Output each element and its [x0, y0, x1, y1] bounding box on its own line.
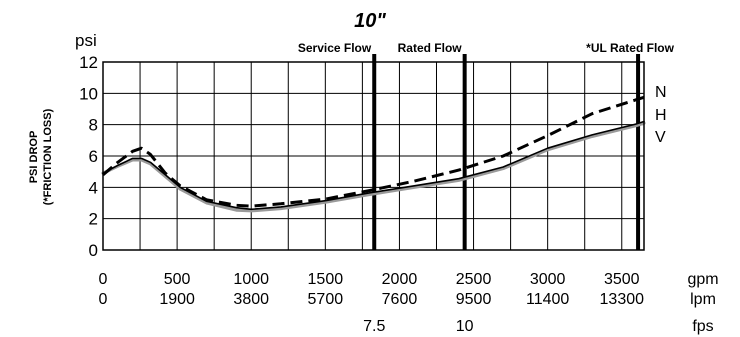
x-tick-label: 1900 — [159, 291, 195, 308]
x-tick-label: 3500 — [604, 271, 640, 288]
flow-markers: Service Flow Rated Flow *UL Rated Flow — [298, 41, 675, 250]
flow-marker-label: Service Flow — [298, 41, 372, 55]
x-tick-label: 9500 — [456, 291, 492, 308]
flow-marker-label: *UL Rated Flow — [586, 41, 674, 55]
x-tick-labels: 0 500 1000 1500 2000 2500 3000 3500 gpm 0 1900 3800… — [99, 271, 719, 335]
y-tick-label: 2 — [89, 210, 98, 229]
x-axis-unit: fps — [692, 318, 713, 335]
plot-frame — [102, 61, 645, 251]
x-tick-label: 3800 — [233, 291, 269, 308]
x-tick-label: 2000 — [382, 271, 418, 288]
y-tick-label: 0 — [89, 241, 98, 260]
flow-marker-label: Rated Flow — [398, 41, 463, 55]
x-tick-label: 1500 — [308, 271, 344, 288]
x-tick-label: 0 — [99, 271, 108, 288]
series-line-n — [102, 95, 645, 208]
x-axis-unit: lpm — [690, 291, 716, 308]
y-tick-label: 12 — [79, 53, 98, 72]
y-tick-label: 6 — [89, 147, 98, 166]
x-tick-label: 2500 — [456, 271, 492, 288]
y-tick-label: 4 — [89, 178, 98, 197]
series-label-h: H — [655, 107, 667, 124]
y-axis-label-line2: (*FRICTION LOSS) — [42, 108, 54, 205]
x-tick-label: 10 — [456, 318, 474, 335]
y-tick-label: 10 — [79, 84, 98, 103]
series-label-v: V — [655, 129, 666, 146]
chart-title: 10" — [354, 10, 386, 32]
x-tick-label: 1000 — [233, 271, 269, 288]
x-axis-unit: gpm — [687, 271, 718, 288]
series-labels: NHV — [655, 84, 667, 146]
series-line-h — [102, 120, 645, 211]
series-line-v — [101, 121, 646, 213]
y-axis-label-line1: PSI DROP — [28, 131, 40, 184]
x-tick-label: 13300 — [600, 291, 645, 308]
y-unit-label: psi — [75, 31, 97, 50]
x-tick-label: 11400 — [526, 291, 569, 308]
series-lines — [101, 95, 646, 213]
x-tick-label: 5700 — [308, 291, 344, 308]
y-tick-labels: 0 2 4 6 8 10 12 — [79, 53, 98, 260]
x-tick-label: 7.5 — [363, 318, 385, 335]
x-tick-label: 3000 — [530, 271, 566, 288]
x-tick-label: 0 — [99, 291, 108, 308]
x-tick-label: 500 — [164, 271, 191, 288]
series-label-n: N — [655, 84, 667, 101]
x-tick-label: 7600 — [382, 291, 418, 308]
y-tick-label: 8 — [89, 116, 98, 135]
